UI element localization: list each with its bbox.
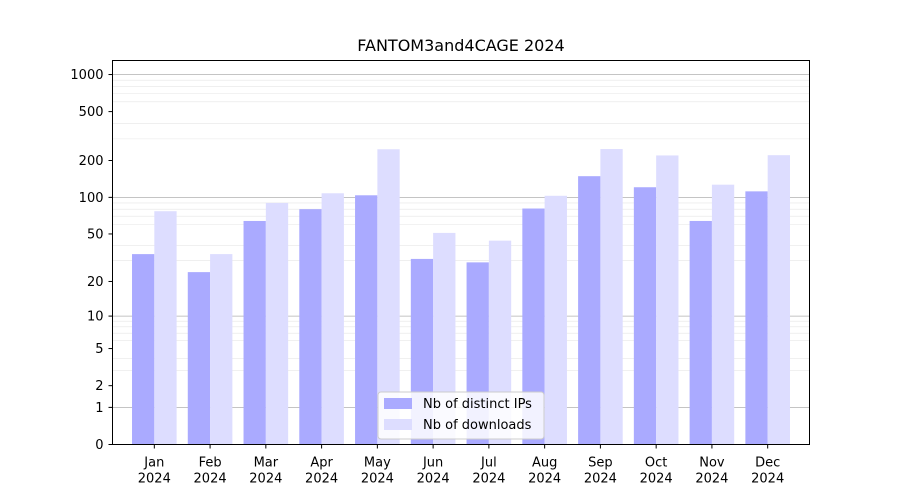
x-tick-label: May 2024 — [361, 456, 394, 487]
legend-label-downloads: Nb of downloads — [423, 418, 532, 433]
bar-ips — [243, 220, 266, 445]
y-tick-label: 0 — [95, 438, 103, 453]
y-axis: 0 1 2 5 10 20 50 100 200 500 1000 — [70, 68, 113, 453]
y-tick-label: 10 — [87, 310, 104, 325]
x-tick-label: Apr 2024 — [305, 456, 338, 487]
x-tick-label: Feb 2024 — [194, 456, 227, 487]
bar-ips — [689, 220, 712, 445]
bar-ips — [522, 208, 545, 445]
bar-ips — [745, 191, 768, 445]
legend: Nb of distinct IPs Nb of downloads — [377, 391, 545, 440]
bar-downloads — [544, 195, 567, 445]
bar-downloads — [210, 254, 233, 445]
y-tick-label: 1000 — [70, 68, 103, 83]
x-axis: Jan 2024 Feb 2024 Mar 2024 Apr 2024 May 2024 Jun 20… — [138, 444, 784, 487]
bar-downloads — [321, 193, 344, 445]
x-tick-label: Sep 2024 — [584, 456, 617, 487]
bar-ips — [132, 254, 155, 445]
plot-frame — [112, 60, 810, 445]
bar-downloads — [265, 202, 289, 445]
x-tick-label: Jun 2024 — [417, 456, 450, 487]
y-tick-label: 20 — [87, 275, 104, 290]
bar-downloads — [656, 155, 679, 445]
bar-downloads — [154, 211, 177, 445]
legend-label-ips: Nb of distinct IPs — [423, 397, 532, 412]
y-tick-label: 2 — [95, 379, 103, 394]
bar-downloads — [767, 155, 790, 445]
bar-downloads — [600, 149, 623, 445]
bar-ips — [578, 176, 601, 445]
chart-title: FANTOM3and4CAGE 2024 — [357, 36, 564, 55]
y-tick-label: 1 — [95, 401, 103, 416]
legend-swatch-ips — [384, 398, 412, 409]
x-tick-label: Jul 2024 — [472, 456, 505, 487]
y-tick-label: 500 — [79, 105, 104, 120]
x-tick-label: Jan 2024 — [138, 456, 171, 487]
bar-ips — [355, 195, 378, 445]
y-tick-label: 100 — [79, 191, 104, 206]
bar-downloads — [711, 184, 735, 445]
bar-ips — [187, 272, 211, 445]
bar-ips — [633, 187, 657, 445]
y-tick-label: 50 — [87, 227, 104, 242]
x-tick-label: Mar 2024 — [249, 456, 282, 487]
legend-swatch-downloads — [384, 419, 412, 430]
x-tick-label: Dec 2024 — [751, 456, 784, 487]
bar-ips — [299, 209, 322, 445]
bar-downloads — [377, 149, 400, 445]
y-tick-label: 5 — [95, 342, 103, 357]
x-tick-label: Aug 2024 — [528, 456, 561, 487]
legend-box — [377, 391, 545, 440]
x-tick-label: Oct 2024 — [640, 456, 673, 487]
y-tick-label: 200 — [79, 154, 104, 169]
x-tick-label: Nov 2024 — [695, 456, 728, 487]
